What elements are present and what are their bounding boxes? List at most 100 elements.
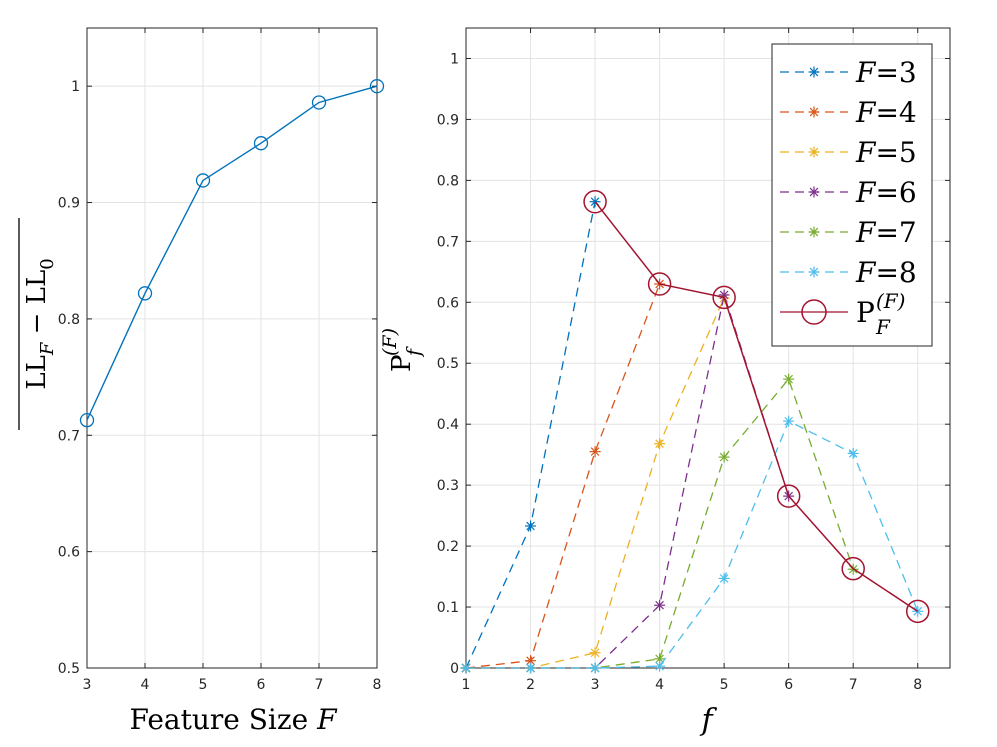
data-point (654, 438, 666, 450)
data-point (589, 446, 601, 458)
y-tick-label: 0.5 (437, 356, 459, 372)
legend-label: F=6 (855, 176, 917, 209)
y-tick-label: 0.8 (58, 312, 80, 328)
series-line (466, 292, 790, 669)
x-tick-label: 1 (462, 677, 471, 693)
data-point (654, 660, 666, 672)
legend-label-sub: F (875, 315, 891, 339)
marker-stroke (809, 147, 819, 157)
legend-label: F=5 (855, 136, 917, 169)
data-point (79, 412, 95, 428)
y-tick-label: 0.8 (437, 173, 459, 189)
data-point (905, 599, 930, 624)
marker-stroke (809, 267, 819, 277)
data-point (847, 447, 859, 459)
legend-marker (801, 299, 827, 325)
y-tick-label: 0.3 (437, 478, 459, 494)
data-point (369, 79, 385, 94)
data-point (525, 662, 537, 674)
y-axis-label: Pf(F) (379, 328, 425, 372)
x-tick-label: 2 (526, 677, 535, 693)
legend-label: F=7 (855, 216, 917, 249)
data-point (589, 647, 601, 659)
x-axis-label: f (699, 703, 717, 738)
data-point (525, 655, 537, 667)
legend-label: F=4 (855, 96, 917, 129)
marker-stroke (809, 187, 819, 197)
legend-item: F=4 (780, 96, 917, 129)
marker-stroke (809, 227, 819, 237)
legend-label-sup: (F) (876, 289, 905, 313)
data-point (589, 662, 601, 674)
y-tick-label: 0.5 (58, 661, 80, 677)
marker-stroke (590, 663, 600, 673)
legend-label: P (856, 296, 875, 329)
x-tick-label: 6 (257, 677, 266, 693)
marker-stroke (809, 107, 819, 117)
y-tick-label: 1 (71, 79, 80, 95)
data-point (712, 285, 736, 310)
x-axis-label: Feature Size F (129, 703, 338, 736)
y-axis-label-sub: f (403, 346, 425, 358)
axes-box (465, 27, 951, 669)
legend-item: F=3 (780, 56, 917, 89)
y-axis-label-text: LLF − LL0 (22, 258, 58, 389)
marker-stroke (809, 67, 819, 77)
legend-marker (808, 226, 820, 238)
y-axis-label-sup: (F) (379, 328, 401, 356)
right-plot: 1 2 3 4 5 6 7 800.10.20.30.40.50.60.70.80.91fPf… (379, 27, 951, 738)
x-tick-label: 5 (199, 677, 208, 693)
legend-marker (808, 146, 820, 158)
data-point (137, 286, 153, 301)
data-point (583, 189, 607, 214)
legend-item: F=5 (780, 136, 917, 169)
marker-stroke (526, 663, 535, 673)
marker-stroke (655, 654, 664, 664)
legend: F=3F=4F=5F=6F=7F=8P (F)F (771, 43, 933, 347)
legend-marker (808, 266, 820, 278)
y-tick-label: 0.7 (437, 234, 459, 250)
y-tick-label: 0 (450, 661, 459, 677)
y-tick-label: 0.9 (58, 196, 80, 212)
marker-stroke (655, 600, 664, 610)
data-point (311, 95, 327, 110)
legend-marker (808, 106, 820, 118)
series-line (594, 201, 919, 612)
data-point (195, 173, 211, 188)
legend-item: F=6 (780, 176, 917, 209)
legend-item: P (F)F (780, 289, 905, 339)
marker-stroke (526, 521, 535, 531)
x-tick-label: 8 (373, 677, 382, 693)
legend-item: F=7 (780, 216, 917, 249)
data-point (718, 451, 730, 463)
x-tick-label: 7 (849, 677, 858, 693)
x-tick-label: 3 (591, 677, 600, 693)
left-plot: 3 4 5 6 7 8 0.5 0.6 0.7 0.8 0.9 1 Feature Size F LLF … (18, 27, 385, 736)
marker-stroke (590, 648, 600, 658)
series-line (466, 420, 919, 669)
legend-box (771, 43, 933, 347)
y-axis-label: LLF − LL0 (18, 218, 58, 430)
data-point (776, 484, 801, 508)
x-tick-label: 6 (784, 677, 793, 693)
y-tick-label: 0.6 (58, 545, 80, 561)
legend-label: F=8 (855, 256, 917, 289)
legend-label: F=3 (855, 56, 917, 89)
data-point (718, 572, 730, 584)
y-tick-label: 0.6 (437, 295, 459, 311)
data-point (525, 520, 537, 532)
marker-stroke (848, 449, 858, 458)
marker-stroke (719, 452, 729, 462)
data-point (654, 599, 666, 611)
x-tick-label: 3 (83, 677, 92, 693)
legend-marker (808, 186, 820, 198)
y-tick-label: 0.2 (437, 539, 459, 555)
x-tick-label: 7 (315, 677, 324, 693)
y-tick-label: 0.7 (58, 428, 80, 444)
x-tick-label: 8 (913, 677, 922, 693)
y-tick-label: 1 (450, 51, 459, 67)
series-line (86, 85, 378, 421)
marker-stroke (719, 574, 729, 583)
data-point (783, 415, 795, 427)
data-point (647, 272, 672, 296)
